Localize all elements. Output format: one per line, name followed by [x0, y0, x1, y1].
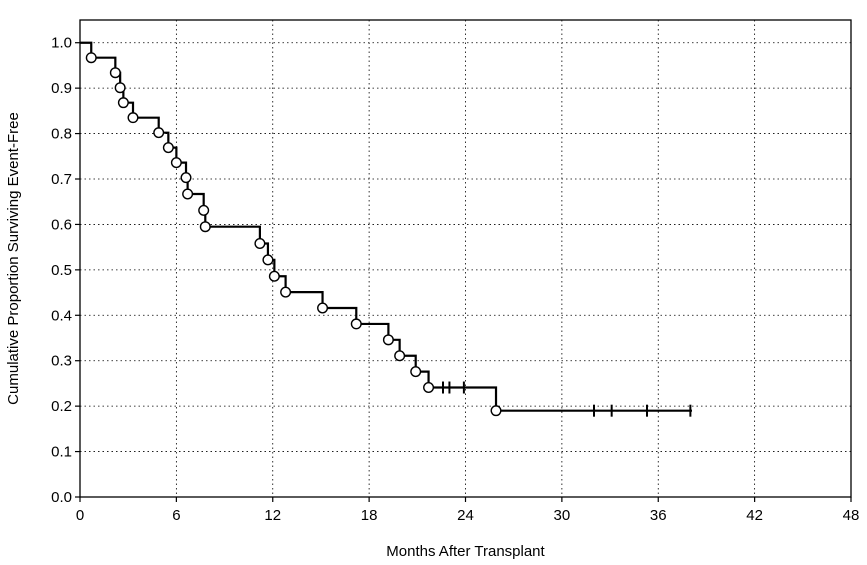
event-marker: [280, 286, 292, 298]
grid-lines: [80, 20, 851, 497]
y-tick-label: 0.8: [51, 126, 72, 143]
event-marker: [153, 127, 165, 139]
x-tick-label: 48: [843, 507, 860, 524]
event-marker: [180, 172, 192, 184]
y-tick-label: 0.4: [51, 307, 72, 324]
survival-curve: [80, 41, 692, 412]
y-tick-label: 0.3: [51, 353, 72, 370]
y-tick-label: 0.1: [51, 444, 72, 461]
x-tick-label: 0: [76, 507, 84, 524]
x-axis-title: Months After Transplant: [386, 543, 545, 560]
event-marker: [127, 112, 139, 124]
event-marker: [114, 82, 126, 94]
x-tick-label: 42: [746, 507, 763, 524]
event-marker: [317, 302, 329, 314]
event-marker: [198, 204, 210, 216]
x-axis: 0 6 12 18 24 30 36 42 48: [76, 497, 860, 524]
y-tick-label: 0.5: [51, 262, 72, 279]
x-tick-label: 36: [650, 507, 667, 524]
event-marker: [410, 366, 422, 378]
x-tick-label: 24: [457, 507, 474, 524]
y-tick-label: 0.0: [51, 489, 72, 506]
y-axis-title: Cumulative Proportion Surviving Event-Fr…: [5, 112, 22, 405]
event-marker: [394, 350, 406, 362]
y-tick-label: 0.9: [51, 80, 72, 97]
x-tick-label: 30: [554, 507, 571, 524]
event-marker: [350, 318, 362, 330]
censor-marks: [442, 381, 692, 417]
y-tick-label: 0.7: [51, 171, 72, 188]
event-marker: [117, 97, 129, 109]
x-tick-label: 12: [264, 507, 281, 524]
x-tick-label: 18: [361, 507, 378, 524]
event-marker: [423, 382, 435, 394]
event-marker: [182, 188, 194, 200]
event-marker: [85, 52, 97, 64]
event-marker: [109, 67, 121, 79]
y-tick-label: 0.6: [51, 216, 72, 233]
y-tick-label: 1.0: [51, 35, 72, 52]
event-marker: [490, 405, 502, 417]
event-marker: [254, 238, 266, 250]
event-markers: [85, 52, 502, 417]
x-tick-label: 6: [172, 507, 180, 524]
y-axis: 0.0 0.1 0.2 0.3 0.4 0.5 0.6 0.7 0.8 0.9 1.0: [51, 35, 80, 506]
event-marker: [268, 270, 280, 282]
y-tick-label: 0.2: [51, 398, 72, 415]
event-marker: [262, 254, 274, 266]
event-marker: [170, 157, 182, 169]
event-marker: [162, 142, 174, 154]
event-marker: [382, 334, 394, 346]
event-marker: [199, 221, 211, 233]
